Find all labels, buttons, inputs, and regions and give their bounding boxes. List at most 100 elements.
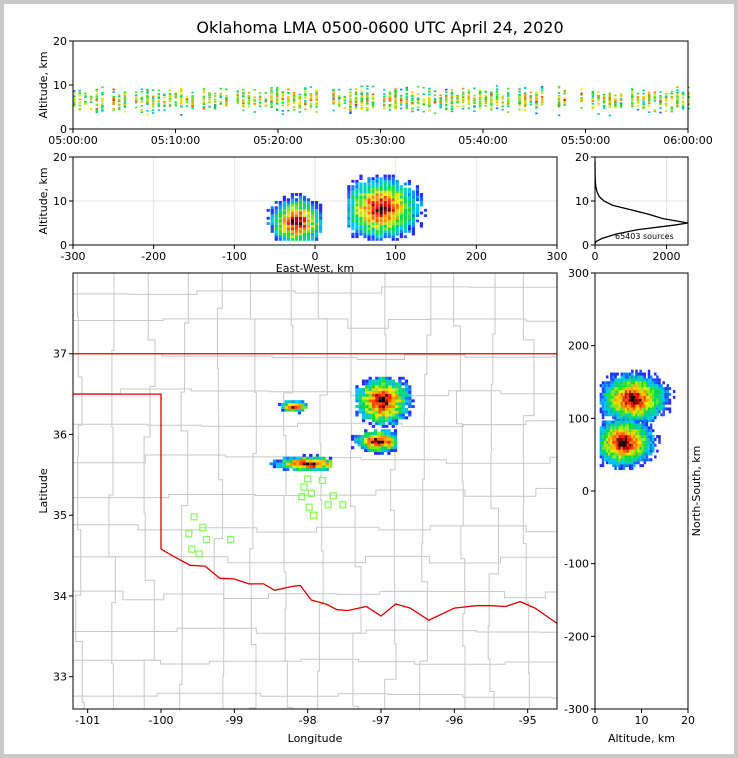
source-mark: [467, 102, 471, 104]
source-mark: [286, 208, 290, 212]
source-mark: [637, 378, 640, 382]
source-mark: [297, 402, 302, 406]
source-mark: [624, 426, 628, 430]
source-mark: [557, 95, 561, 98]
source-mark: [101, 98, 104, 101]
source-mark: [608, 435, 611, 439]
source-mark: [383, 174, 387, 178]
source-mark: [377, 437, 381, 441]
source-mark: [641, 443, 644, 447]
source-mark: [366, 107, 369, 109]
source-mark: [304, 87, 307, 89]
source-mark: [605, 398, 609, 402]
source-mark: [622, 401, 626, 405]
source-mark: [612, 413, 615, 417]
source-mark: [557, 101, 561, 104]
source-mark: [605, 446, 609, 450]
source-mark: [213, 100, 217, 103]
source-mark: [616, 381, 619, 385]
source-mark: [306, 198, 311, 202]
source-mark: [622, 375, 626, 379]
source-mark: [648, 101, 651, 103]
source-mark: [687, 97, 690, 100]
source-mark: [168, 99, 172, 102]
source-mark: [375, 405, 379, 409]
source-mark: [366, 98, 369, 101]
source-mark: [605, 426, 609, 430]
source-mark: [616, 416, 619, 420]
source-mark: [645, 387, 649, 391]
source-mark: [622, 432, 626, 436]
source-mark: [603, 437, 607, 441]
source-mark: [651, 449, 655, 453]
source-mark: [367, 449, 371, 453]
source-mark: [361, 419, 366, 423]
source-mark: [626, 392, 630, 396]
source-mark: [379, 203, 383, 207]
source-mark: [616, 420, 619, 424]
source-mark: [624, 401, 628, 405]
source-mark: [294, 402, 298, 406]
source-mark: [664, 392, 668, 396]
source-mark: [399, 107, 403, 110]
source-mark: [618, 378, 621, 382]
source-mark: [601, 395, 605, 399]
source-mark: [647, 432, 651, 436]
source-mark: [603, 426, 607, 430]
source-mark: [163, 102, 166, 105]
source-mark: [306, 211, 311, 215]
source-mark: [563, 97, 566, 99]
source-mark: [670, 107, 673, 110]
source-mark: [563, 103, 566, 105]
source-mark: [375, 416, 379, 420]
source-mark: [281, 408, 285, 412]
source-mark: [624, 423, 628, 427]
source-mark: [643, 413, 647, 417]
source-mark: [407, 195, 411, 199]
source-mark: [658, 387, 661, 391]
source-mark: [363, 222, 367, 225]
source-mark: [602, 95, 606, 98]
lma-station-marker: [190, 513, 198, 521]
source-mark: [383, 449, 388, 453]
lma-station-marker: [195, 550, 203, 558]
source-mark: [371, 379, 376, 383]
source-mark: [351, 224, 355, 228]
source-mark: [361, 399, 366, 403]
source-mark: [401, 396, 405, 400]
source-mark: [624, 413, 628, 417]
source-mark: [292, 100, 296, 102]
source-mark: [524, 109, 527, 111]
source-mark: [605, 381, 609, 385]
source-mark: [387, 451, 391, 455]
source-mark: [337, 100, 341, 103]
source-mark: [377, 449, 381, 453]
source-mark: [357, 440, 361, 444]
source-mark: [375, 219, 379, 223]
source-mark: [624, 392, 628, 396]
source-mark: [631, 97, 634, 100]
source-mark: [363, 208, 367, 212]
source-mark: [294, 408, 298, 412]
source-mark: [645, 446, 649, 450]
source-mark: [620, 398, 624, 402]
source-mark: [428, 109, 431, 112]
source-mark: [388, 396, 392, 400]
source-mark: [299, 465, 303, 469]
source-mark: [319, 214, 323, 217]
source-mark: [302, 208, 307, 212]
source-mark: [633, 426, 636, 430]
source-mark: [358, 388, 362, 392]
source-mark: [659, 102, 662, 104]
source-mark: [381, 376, 386, 380]
source-mark: [676, 89, 679, 92]
source-mark: [591, 102, 595, 105]
source-mark: [319, 206, 323, 210]
source-mark: [185, 98, 189, 101]
source-mark: [236, 93, 239, 96]
source-mark: [599, 407, 603, 411]
source-mark: [375, 208, 379, 212]
county-boundary: [75, 273, 85, 709]
source-mark: [278, 201, 282, 204]
source-mark: [378, 399, 382, 403]
